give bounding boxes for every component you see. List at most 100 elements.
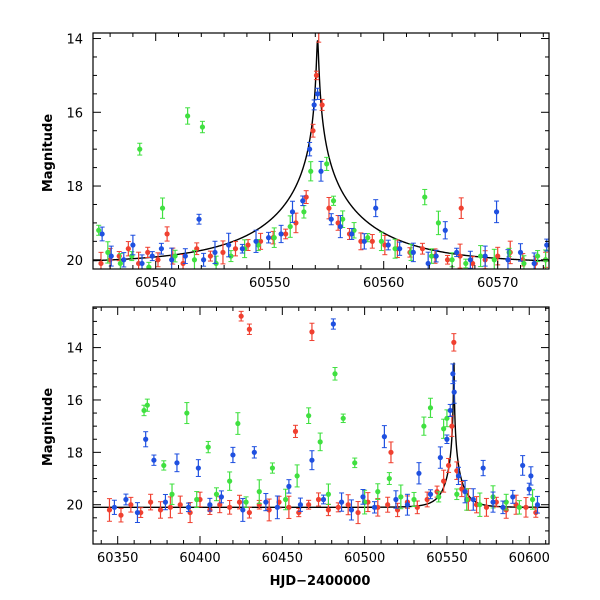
data-point bbox=[526, 482, 532, 496]
x-tick-label: 60600 bbox=[509, 551, 550, 566]
data-point bbox=[455, 466, 462, 486]
data-point bbox=[246, 323, 252, 335]
data-point bbox=[449, 252, 455, 268]
y-tick-label: 16 bbox=[66, 106, 83, 121]
y-tick-label: 20 bbox=[66, 254, 83, 269]
data-point bbox=[129, 251, 135, 262]
data-point bbox=[218, 490, 225, 504]
x-tick-label: 60550 bbox=[426, 551, 467, 566]
data-point bbox=[482, 245, 488, 267]
data-point bbox=[424, 491, 430, 508]
data-point bbox=[427, 489, 434, 500]
data-point bbox=[478, 245, 484, 268]
data-point bbox=[320, 494, 327, 505]
data-point bbox=[146, 261, 152, 269]
data-point bbox=[441, 469, 447, 493]
data-point bbox=[393, 490, 399, 509]
data-point bbox=[227, 471, 233, 491]
x-tick-label: 60570 bbox=[477, 276, 518, 291]
data-point bbox=[531, 252, 537, 269]
data-point bbox=[306, 499, 312, 510]
data-point bbox=[283, 488, 289, 511]
data-point bbox=[385, 239, 391, 251]
data-point bbox=[286, 495, 292, 519]
data-point bbox=[505, 249, 511, 269]
data-point bbox=[287, 215, 293, 238]
data-point bbox=[422, 188, 428, 206]
data-point bbox=[105, 241, 111, 264]
data-point bbox=[130, 234, 136, 256]
data-point bbox=[274, 495, 280, 520]
data-point bbox=[445, 457, 452, 473]
data-point bbox=[480, 459, 486, 477]
data-point bbox=[172, 249, 178, 263]
data-point bbox=[310, 123, 316, 138]
data-point bbox=[411, 491, 417, 508]
data-point bbox=[239, 243, 245, 254]
data-point bbox=[161, 460, 167, 471]
data-point bbox=[125, 241, 131, 257]
data-point bbox=[328, 213, 334, 226]
x-tick-label: 60450 bbox=[262, 551, 303, 566]
data-point bbox=[398, 484, 404, 510]
data-point bbox=[352, 457, 358, 469]
data-point bbox=[311, 99, 317, 111]
data-point bbox=[419, 242, 426, 255]
data-point bbox=[169, 483, 175, 505]
data-point bbox=[444, 434, 450, 444]
data-point bbox=[289, 200, 296, 223]
data-point bbox=[493, 200, 500, 224]
data-point bbox=[185, 107, 191, 125]
data-point bbox=[207, 250, 214, 262]
data-point bbox=[516, 500, 522, 515]
data-point bbox=[238, 310, 244, 322]
data-point bbox=[265, 231, 272, 244]
plot-area bbox=[93, 310, 549, 525]
plot-frame bbox=[92, 32, 550, 270]
data-point bbox=[117, 253, 123, 269]
data-point bbox=[263, 493, 269, 512]
data-point bbox=[428, 248, 435, 264]
data-point bbox=[184, 402, 190, 425]
data-point bbox=[378, 231, 385, 252]
data-point bbox=[185, 502, 192, 513]
data-point bbox=[256, 479, 262, 504]
data-point bbox=[232, 241, 239, 257]
data-point bbox=[529, 489, 536, 510]
data-point bbox=[308, 161, 314, 182]
data-point bbox=[462, 479, 468, 504]
data-point bbox=[535, 250, 541, 263]
data-point bbox=[397, 241, 403, 256]
data-point bbox=[159, 197, 166, 219]
data-point bbox=[416, 462, 422, 485]
data-point bbox=[199, 120, 206, 134]
y-tick-label: 14 bbox=[66, 342, 83, 357]
data-point bbox=[338, 492, 345, 512]
series-blue bbox=[111, 318, 541, 524]
data-point bbox=[361, 233, 367, 250]
data-point bbox=[365, 492, 371, 513]
data-point bbox=[534, 495, 541, 514]
data-point bbox=[345, 494, 351, 516]
data-point bbox=[151, 454, 157, 466]
data-point bbox=[123, 493, 129, 506]
data-point bbox=[381, 425, 387, 449]
data-point bbox=[162, 493, 169, 511]
data-point bbox=[196, 213, 202, 225]
data-point bbox=[177, 495, 183, 514]
data-point bbox=[386, 472, 392, 485]
data-point bbox=[437, 446, 443, 469]
y-tick-label: 18 bbox=[66, 180, 83, 195]
data-point bbox=[253, 229, 259, 253]
data-point bbox=[205, 440, 211, 454]
data-point bbox=[300, 195, 306, 207]
y-tick-label: 14 bbox=[66, 33, 83, 48]
data-point bbox=[477, 492, 483, 517]
data-point bbox=[385, 496, 391, 513]
data-point bbox=[490, 491, 496, 513]
bottom-xlabel: HJD−2400000 bbox=[270, 574, 371, 589]
data-point bbox=[355, 501, 361, 525]
data-point bbox=[106, 498, 113, 522]
data-point bbox=[317, 432, 323, 452]
data-point bbox=[332, 366, 338, 381]
